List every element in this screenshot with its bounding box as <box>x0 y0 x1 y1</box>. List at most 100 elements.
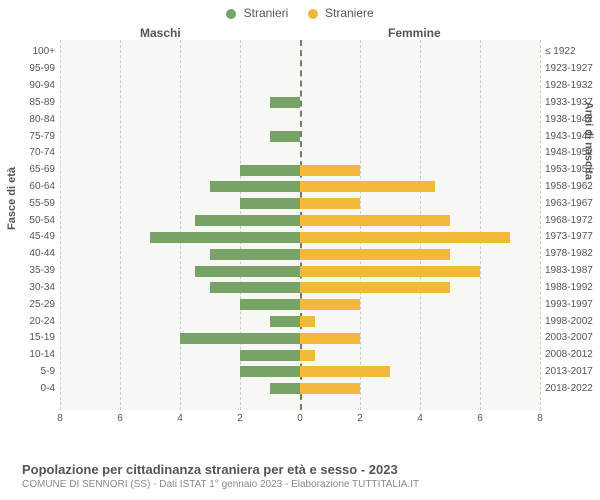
y-right-label: 1978-1982 <box>545 248 600 259</box>
bar-male <box>210 282 300 293</box>
y-right-label: 1928-1932 <box>545 80 600 91</box>
pyramid-row <box>60 313 540 330</box>
bar-male <box>270 97 300 108</box>
bar-male <box>240 299 300 310</box>
bar-male <box>240 350 300 361</box>
legend-item-female: Straniere <box>308 6 374 20</box>
y-left-label: 60-64 <box>0 181 55 192</box>
y-right-label: 1923-1927 <box>545 63 600 74</box>
pyramid-row <box>60 128 540 145</box>
x-tick: 0 <box>297 413 303 424</box>
y-left-label: 30-34 <box>0 282 55 293</box>
pyramid-row <box>60 263 540 280</box>
y-left-label: 0-4 <box>0 383 55 394</box>
bar-male <box>270 131 300 142</box>
y-left-label: 65-69 <box>0 164 55 175</box>
bar-male <box>195 215 300 226</box>
y-right-label: 2018-2022 <box>545 383 600 394</box>
bar-female <box>300 232 510 243</box>
y-left-label: 50-54 <box>0 215 55 226</box>
pyramid-row <box>60 364 540 381</box>
y-right-label: 1973-1977 <box>545 231 600 242</box>
y-left-label: 70-74 <box>0 147 55 158</box>
x-tick: 4 <box>417 413 423 424</box>
bar-female <box>300 165 360 176</box>
main-title: Popolazione per cittadinanza straniera p… <box>22 462 582 477</box>
pyramid-row <box>60 347 540 364</box>
y-left-label: 85-89 <box>0 97 55 108</box>
y-left-label: 10-14 <box>0 349 55 360</box>
pyramid-row <box>60 44 540 61</box>
y-right-label: 1933-1937 <box>545 97 600 108</box>
bar-female <box>300 316 315 327</box>
bar-female <box>300 215 450 226</box>
plot: 864202468100+≤ 192295-991923-192790-9419… <box>60 40 540 410</box>
pyramid-row <box>60 162 540 179</box>
bar-female <box>300 282 450 293</box>
y-right-label: ≤ 1922 <box>545 46 600 57</box>
x-tick: 6 <box>477 413 483 424</box>
bar-female <box>300 249 450 260</box>
y-left-label: 45-49 <box>0 231 55 242</box>
bar-male <box>195 266 300 277</box>
pyramid-row <box>60 380 540 397</box>
bar-female <box>300 266 480 277</box>
y-right-label: 2003-2007 <box>545 332 600 343</box>
bar-male <box>210 181 300 192</box>
pyramid-row <box>60 145 540 162</box>
y-right-label: 1983-1987 <box>545 265 600 276</box>
y-left-label: 75-79 <box>0 131 55 142</box>
bar-male <box>210 249 300 260</box>
y-left-label: 25-29 <box>0 299 55 310</box>
bar-female <box>300 181 435 192</box>
bar-male <box>240 198 300 209</box>
bar-female <box>300 383 360 394</box>
pyramid-row <box>60 61 540 78</box>
legend-swatch-female <box>308 9 318 19</box>
pyramid-row <box>60 330 540 347</box>
pyramid-row <box>60 179 540 196</box>
y-right-label: 1968-1972 <box>545 215 600 226</box>
y-right-label: 2008-2012 <box>545 349 600 360</box>
y-right-label: 1963-1967 <box>545 198 600 209</box>
y-left-label: 5-9 <box>0 366 55 377</box>
legend: Stranieri Straniere <box>0 6 600 20</box>
bar-male <box>270 316 300 327</box>
pyramid-row <box>60 246 540 263</box>
pyramid-row <box>60 229 540 246</box>
legend-swatch-male <box>226 9 236 19</box>
y-left-label: 80-84 <box>0 114 55 125</box>
y-left-label: 55-59 <box>0 198 55 209</box>
y-right-label: 1988-1992 <box>545 282 600 293</box>
sub-title: COMUNE DI SENNORI (SS) - Dati ISTAT 1° g… <box>22 479 582 490</box>
legend-label-male: Stranieri <box>244 6 289 20</box>
legend-label-female: Straniere <box>325 6 374 20</box>
pyramid-row <box>60 279 540 296</box>
bar-female <box>300 299 360 310</box>
y-left-label: 100+ <box>0 46 55 57</box>
y-right-label: 1953-1957 <box>545 164 600 175</box>
x-tick: 6 <box>117 413 123 424</box>
gridline <box>540 40 541 410</box>
y-left-label: 20-24 <box>0 316 55 327</box>
x-tick: 8 <box>537 413 543 424</box>
title-block: Popolazione per cittadinanza straniera p… <box>22 462 582 490</box>
y-left-label: 40-44 <box>0 248 55 259</box>
y-left-label: 95-99 <box>0 63 55 74</box>
bar-female <box>300 366 390 377</box>
bar-male <box>240 366 300 377</box>
y-right-label: 1998-2002 <box>545 316 600 327</box>
header-male: Maschi <box>140 26 181 40</box>
pyramid-row <box>60 78 540 95</box>
chart-area: 864202468100+≤ 192295-991923-192790-9419… <box>60 40 540 430</box>
bar-male <box>270 383 300 394</box>
pyramid-row <box>60 195 540 212</box>
x-tick: 4 <box>177 413 183 424</box>
y-right-label: 1993-1997 <box>545 299 600 310</box>
x-tick: 8 <box>57 413 63 424</box>
bar-male <box>150 232 300 243</box>
y-right-label: 1958-1962 <box>545 181 600 192</box>
x-tick: 2 <box>357 413 363 424</box>
y-left-label: 15-19 <box>0 332 55 343</box>
pyramid-row <box>60 94 540 111</box>
